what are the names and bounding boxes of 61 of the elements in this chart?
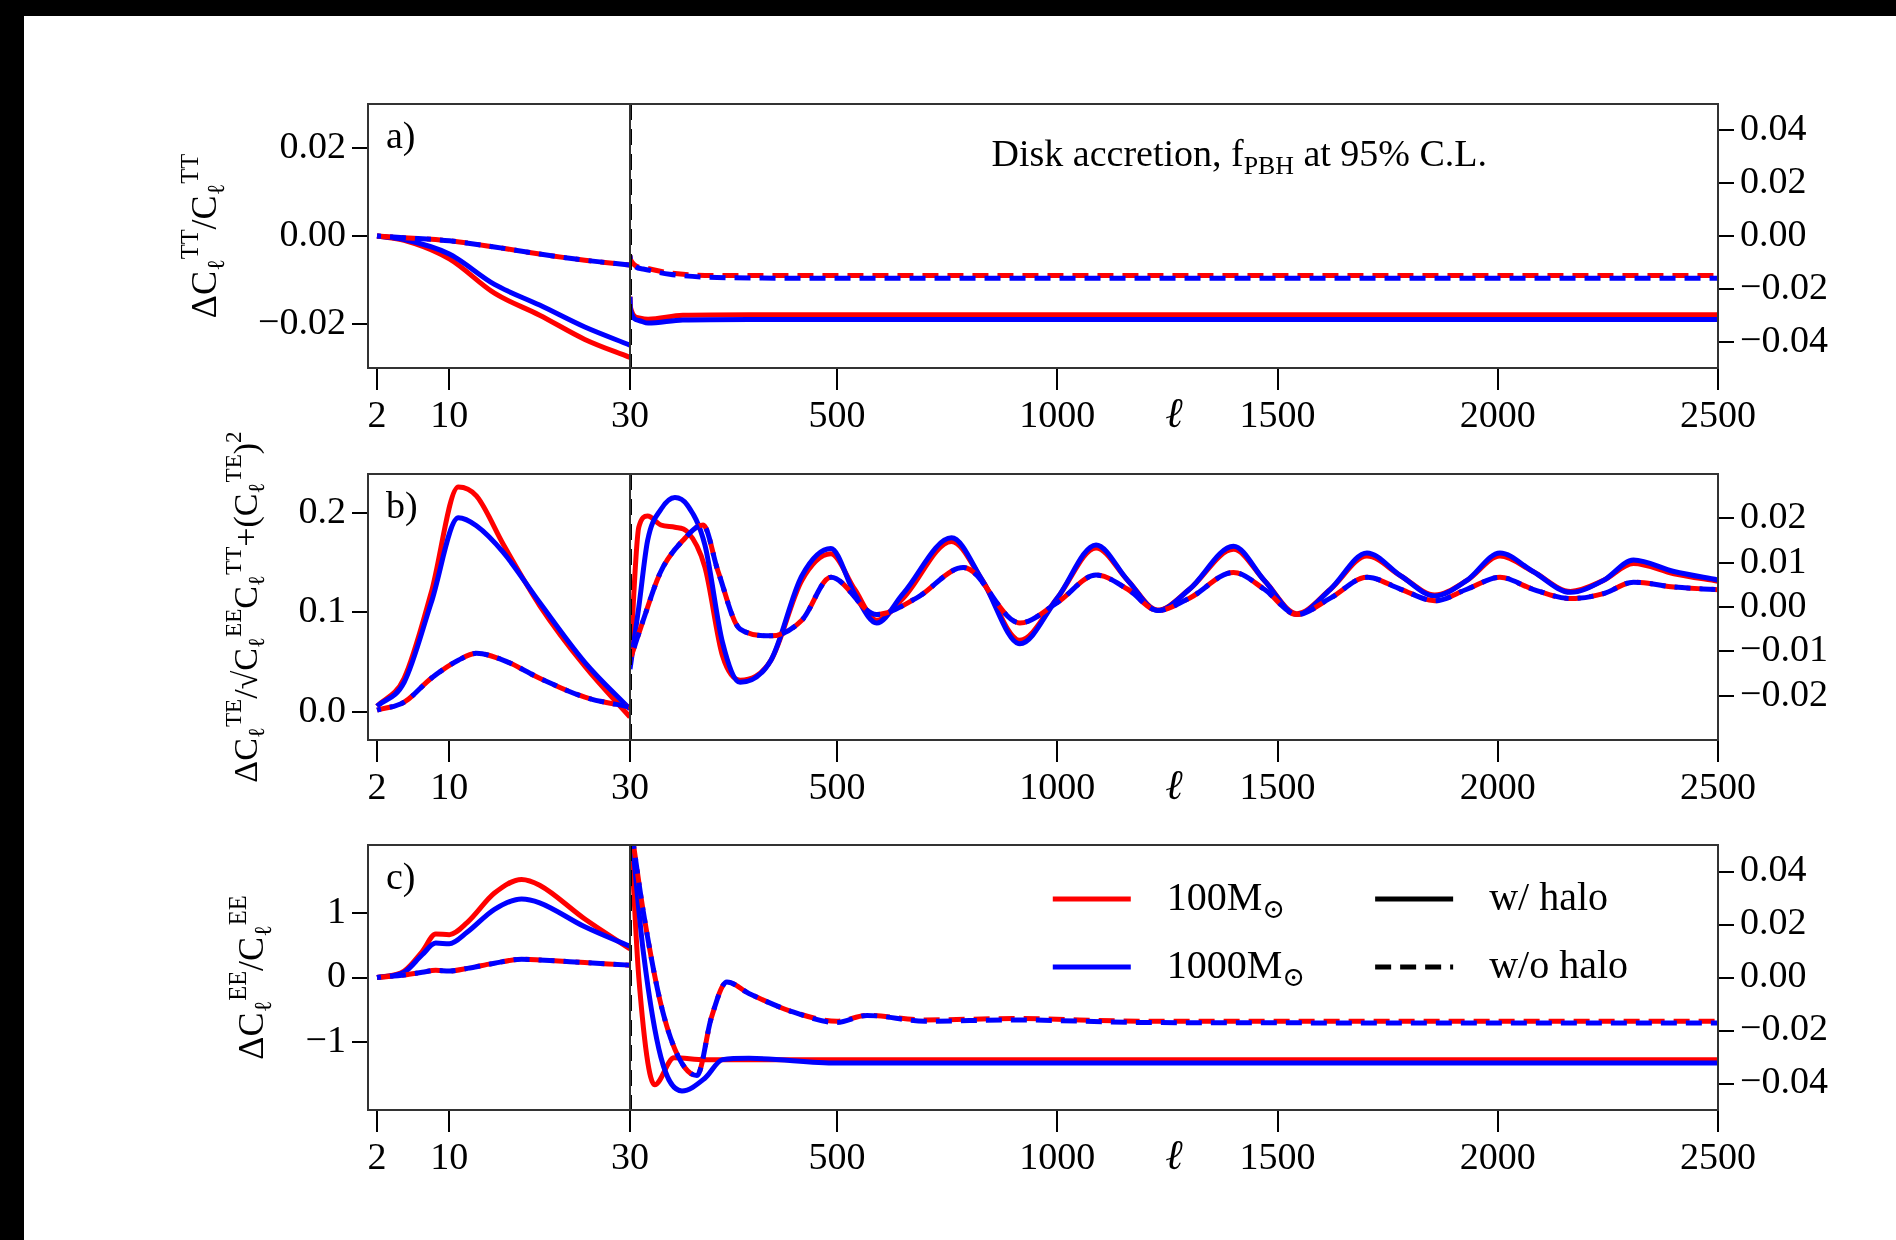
x-tick-label: 1000 bbox=[1019, 1134, 1096, 1177]
x-tick-label: 1500 bbox=[1239, 764, 1316, 807]
y2-tick-label: −0.04 bbox=[1740, 317, 1828, 360]
x-tick-label: 30 bbox=[611, 392, 649, 435]
x-tick-label: 2 bbox=[367, 764, 387, 807]
x-tick-label: 500 bbox=[808, 764, 866, 807]
y2-tick-label: 0.02 bbox=[1740, 159, 1807, 202]
y2-tick-label: 0.00 bbox=[1740, 582, 1807, 625]
x-tick-label: 2 bbox=[367, 1134, 387, 1177]
x-axis-title: ℓ bbox=[1165, 390, 1184, 437]
y-tick-label: 0.0 bbox=[298, 688, 346, 731]
y-tick-label: 0.00 bbox=[279, 211, 346, 254]
x-tick-label: 1000 bbox=[1019, 764, 1096, 807]
y-axis-title: ΔCℓEE/CℓEE bbox=[224, 895, 277, 1060]
legend-label: w/o halo bbox=[1489, 941, 1629, 987]
y2-tick-label: −0.02 bbox=[1740, 671, 1828, 714]
legend-label: w/ halo bbox=[1489, 873, 1609, 919]
x-tick-label: 2500 bbox=[1680, 1134, 1756, 1177]
y2-tick-label: −0.04 bbox=[1740, 1059, 1828, 1102]
x-tick-label: 2 bbox=[367, 392, 387, 435]
x-tick-label: 2000 bbox=[1459, 1134, 1536, 1177]
x-tick-label: 10 bbox=[430, 764, 469, 807]
legend-label: 100M⊙ bbox=[1166, 873, 1286, 925]
x-tick-label: 10 bbox=[430, 1134, 469, 1177]
x-tick-label: 2000 bbox=[1459, 392, 1536, 435]
y-tick-label: 1 bbox=[327, 888, 346, 931]
y-tick-label: −0.02 bbox=[258, 299, 346, 342]
x-tick-label: 2500 bbox=[1680, 392, 1756, 435]
y2-tick-label: 0.00 bbox=[1740, 211, 1807, 254]
y-tick-label: 0.02 bbox=[279, 123, 346, 166]
x-tick-label: 30 bbox=[611, 1134, 649, 1177]
x-tick-label: 500 bbox=[808, 1134, 866, 1177]
annotation: a) bbox=[386, 113, 416, 157]
x-tick-label: 2000 bbox=[1459, 764, 1536, 807]
y2-tick-label: −0.01 bbox=[1740, 627, 1828, 670]
y2-tick-label: 0.04 bbox=[1740, 847, 1807, 890]
x-tick-label: 500 bbox=[808, 392, 866, 435]
y2-tick-label: 0.04 bbox=[1740, 106, 1807, 149]
legend-label: 1000M⊙ bbox=[1166, 941, 1306, 993]
x-axis-title: ℓ bbox=[1165, 762, 1184, 809]
y2-tick-label: −0.02 bbox=[1740, 264, 1828, 307]
x-tick-label: 10 bbox=[430, 392, 469, 435]
x-axis-title: ℓ bbox=[1165, 1132, 1184, 1179]
y-tick-label: 0 bbox=[327, 953, 346, 996]
x-tick-label: 1000 bbox=[1019, 392, 1096, 435]
y2-tick-label: −0.02 bbox=[1740, 1006, 1828, 1049]
y-tick-label: 0.2 bbox=[298, 488, 346, 531]
annotation: b) bbox=[386, 483, 418, 527]
x-tick-label: 1500 bbox=[1239, 1134, 1316, 1177]
x-tick-label: 30 bbox=[611, 764, 649, 807]
y-tick-label: −1 bbox=[305, 1018, 346, 1061]
y2-tick-label: 0.02 bbox=[1740, 900, 1807, 943]
text: ΔCℓTE/√CℓEECℓTT+(CℓTE)2 bbox=[219, 431, 270, 783]
y-axis-title: ΔCℓTT/CℓTT bbox=[176, 153, 229, 319]
annotation: c) bbox=[386, 854, 416, 898]
y2-tick-label: 0.02 bbox=[1740, 494, 1807, 537]
y2-tick-label: 0.01 bbox=[1740, 538, 1807, 581]
x-tick-label: 2500 bbox=[1680, 764, 1756, 807]
y-tick-label: 0.1 bbox=[298, 588, 346, 631]
x-tick-label: 1500 bbox=[1239, 392, 1316, 435]
y2-tick-label: 0.00 bbox=[1740, 953, 1807, 996]
